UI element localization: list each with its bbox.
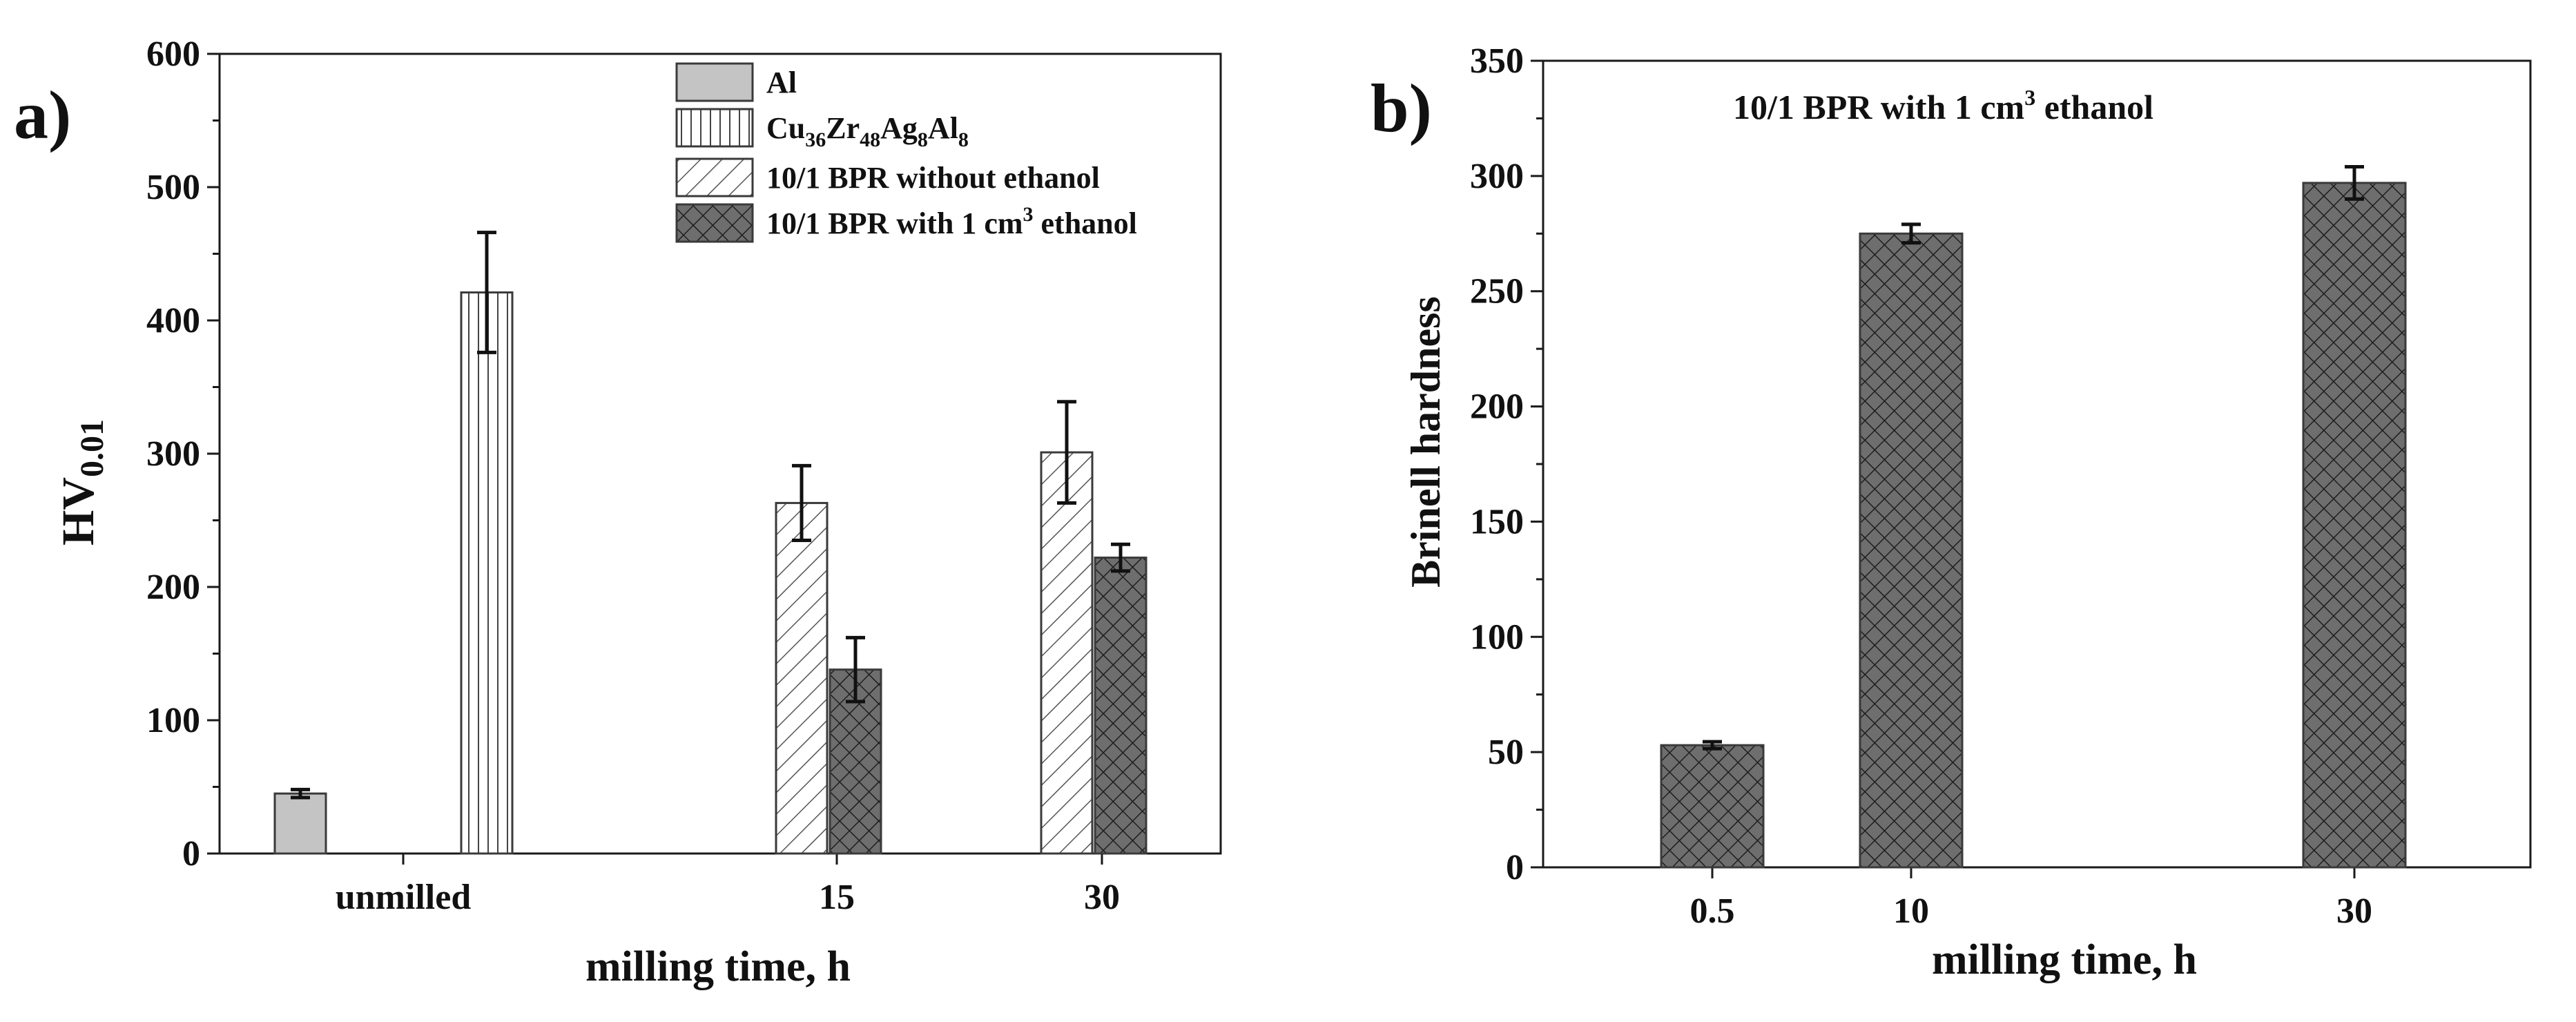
x-tick-label: 0.5	[1690, 891, 1735, 931]
panel-b-bars	[1660, 165, 2407, 869]
panel-b-label: b)	[1371, 70, 1432, 146]
panel-a-y-axis-label: HV0.01	[53, 419, 110, 546]
x-tick-label: 30	[2336, 891, 2372, 931]
legend-label-cu36zr48ag8al8: Cu36Zr48Ag8Al8	[766, 111, 969, 151]
panel-a-legend: Al Cu36Zr48Ag8Al8 10/1 BPR without ethan…	[675, 62, 1137, 243]
panel-a-bars	[273, 231, 1147, 855]
y-tick-label: 100	[146, 701, 200, 740]
bar-10-1-bpr-with-1-cm3-ethanol-0-5	[1660, 744, 1765, 869]
y-tick-label: 250	[1470, 272, 1524, 311]
y-tick-label: 100	[1470, 617, 1524, 657]
panel-b-x-axis-label: milling time, h	[1932, 936, 2197, 983]
y-tick-label: 500	[146, 168, 200, 207]
panel-b-y-ticks: 0 50 100 150 200 250 300 350	[1470, 41, 1543, 887]
y-tick-label: 400	[146, 301, 200, 340]
error-bar-10-1-bpr-without-ethanol-30	[1057, 400, 1076, 505]
legend-swatch-with-ethanol	[675, 203, 754, 243]
panel-a-label: a)	[14, 77, 71, 153]
y-tick-label: 300	[1470, 157, 1524, 196]
legend-entry-al: Al	[675, 62, 797, 102]
error-bar-10-1-bpr-with-1-cm3-ethanol-0-5	[1703, 740, 1722, 751]
error-bar-al-unmilled	[291, 787, 310, 800]
legend-label-without-ethanol: 10/1 BPR without ethanol	[766, 161, 1100, 195]
legend-label-with-ethanol: 10/1 BPR with 1 cm3 ethanol	[766, 203, 1137, 240]
panel-a: a) HV0.01 0 100 200 300 400 500 600 unmilled 15…	[14, 35, 1222, 990]
error-bar-cu36zr48ag8al8-unmilled	[477, 231, 496, 354]
y-tick-label: 350	[1470, 41, 1524, 81]
x-tick-label: unmilled	[336, 878, 472, 917]
legend-entry-without-ethanol: 10/1 BPR without ethanol	[675, 157, 1100, 197]
panel-b-y-axis-label: Brinell hardness	[1403, 296, 1449, 588]
y-tick-label: 200	[146, 568, 200, 607]
panel-a-x-axis-label: milling time, h	[585, 943, 851, 990]
bar-al-unmilled	[273, 792, 327, 855]
y-tick-label: 300	[146, 434, 200, 474]
panel-a-y-ticks: 0 100 200 300 400 500 600	[146, 35, 220, 874]
y-tick-label: 0	[182, 834, 200, 874]
legend-swatch-al	[675, 62, 754, 102]
bar-10-1-bpr-with-1-cm3-ethanol-30	[2302, 182, 2407, 869]
error-bar-10-1-bpr-with-1-cm3-ethanol-30	[2345, 165, 2364, 201]
error-bar-10-1-bpr-with-1-cm3-ethanol-15	[846, 635, 865, 704]
legend-swatch-without-ethanol	[675, 157, 754, 197]
x-tick-label: 30	[1084, 878, 1120, 917]
y-tick-label: 50	[1488, 733, 1524, 772]
bar-cu36zr48ag8al8-unmilled	[460, 291, 514, 855]
bar-10-1-bpr-without-ethanol-30	[1040, 451, 1094, 855]
error-bar-10-1-bpr-with-1-cm3-ethanol-30	[1111, 542, 1130, 573]
panel-a-x-ticks: unmilled 15 30	[336, 854, 1120, 917]
legend-entry-cu36zr48ag8al8: Cu36Zr48Ag8Al8	[675, 108, 969, 151]
bar-10-1-bpr-with-1-cm3-ethanol-10	[1859, 232, 1964, 869]
panel-b-annotation: 10/1 BPR with 1 cm3 ethanol	[1733, 85, 2153, 126]
x-tick-label: 15	[819, 878, 855, 917]
legend-label-al: Al	[766, 66, 797, 99]
error-bar-10-1-bpr-without-ethanol-15	[792, 463, 811, 542]
y-tick-label: 200	[1470, 387, 1524, 427]
panel-b: b) Brinell hardness 0 50 100 150 200 250 300 35…	[1371, 41, 2532, 983]
error-bar-10-1-bpr-with-1-cm3-ethanol-10	[1901, 222, 1921, 245]
y-tick-label: 150	[1470, 502, 1524, 541]
panel-b-x-ticks: 0.5 10 30	[1690, 867, 2372, 931]
y-tick-label: 0	[1506, 848, 1524, 887]
x-tick-label: 10	[1893, 891, 1929, 931]
bar-10-1-bpr-without-ethanol-15	[775, 501, 829, 855]
legend-entry-with-ethanol: 10/1 BPR with 1 cm3 ethanol	[675, 203, 1137, 243]
bar-10-1-bpr-with-1-cm3-ethanol-30	[1094, 557, 1147, 855]
legend-swatch-cu36zr48ag8al8	[675, 108, 754, 148]
y-tick-label: 600	[146, 35, 200, 74]
